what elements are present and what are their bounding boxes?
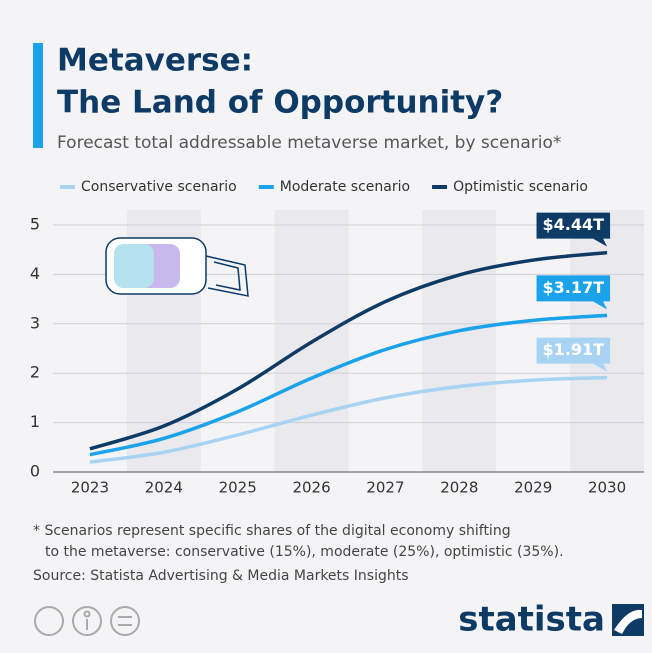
value-label-box [536,275,611,310]
legend-label: Conservative scenario [81,179,237,195]
brand-logo [612,604,644,636]
chart-title: The Land of Opportunity? [57,85,503,121]
x-tick-label: 2026 [292,479,330,497]
x-tick-label: 2028 [440,479,478,497]
brand: statista [458,600,605,640]
series-line [89,313,608,457]
series-line [89,250,608,451]
chart-title: Metaverse: [57,43,253,79]
value-label: $1.91T [543,340,605,359]
x-tick-label: 2023 [71,479,109,497]
column-band [422,210,497,472]
series-line [89,375,608,464]
value-label-box [536,337,611,372]
x-tick-label: 2027 [366,479,404,497]
value-label-box [536,212,611,247]
value-label: $3.17T [543,278,605,297]
source: Source: Statista Advertising & Media Mar… [33,568,409,584]
cc-icons [34,606,140,636]
legend-label: Optimistic scenario [453,179,588,195]
x-tick-label: 2030 [588,479,626,497]
y-tick-label: 4 [30,264,40,283]
footnote: to the metaverse: conservative (15%), mo… [45,544,564,560]
y-tick-label: 0 [30,462,40,481]
footnote: * Scenarios represent specific shares of… [33,523,511,539]
y-tick-label: 3 [30,313,40,332]
y-tick-label: 2 [30,363,40,382]
headset-icon [105,237,249,297]
chart-subtitle: Forecast total addressable metaverse mar… [57,133,561,153]
legend-label: Moderate scenario [280,179,410,195]
x-tick-label: 2024 [145,479,183,497]
value-label: $4.44T [543,215,605,234]
y-tick-label: 1 [30,412,40,431]
x-tick-label: 2025 [219,479,257,497]
x-tick-label: 2029 [514,479,552,497]
y-tick-label: 5 [30,215,40,234]
accent-bar [33,43,43,148]
